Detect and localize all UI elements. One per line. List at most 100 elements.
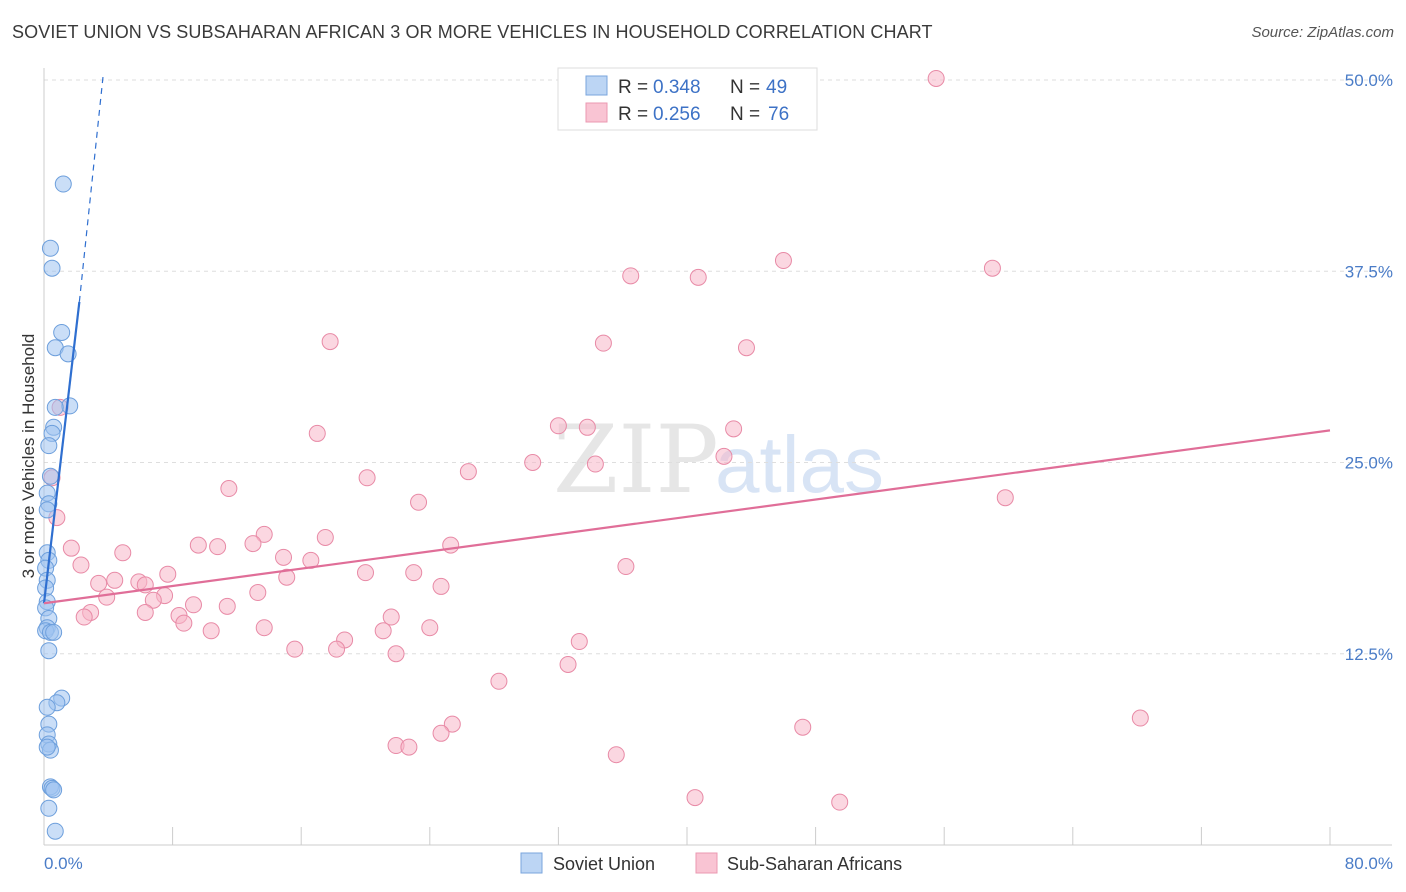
- subsaharan-point: [106, 571, 124, 589]
- subsaharan-point: [144, 591, 162, 609]
- grid-lines: [44, 79, 1392, 655]
- subsaharan-point: [689, 268, 707, 286]
- subsaharan-point: [98, 588, 116, 606]
- subsaharan-point: [421, 619, 439, 637]
- subsaharan-point: [725, 420, 743, 438]
- legend-r-value-subsaharan: 0.256: [653, 104, 701, 125]
- subsaharan-point: [715, 447, 733, 465]
- subsaharan-point: [189, 536, 207, 554]
- subsaharan-trend-line: [43, 429, 1331, 605]
- soviet-point: [41, 239, 59, 257]
- subsaharan-point: [570, 633, 588, 651]
- subsaharan-point: [62, 539, 80, 557]
- subsaharan-point: [357, 564, 374, 582]
- soviet-point: [38, 501, 56, 519]
- subsaharan-point: [159, 565, 177, 583]
- soviet-point: [45, 623, 63, 641]
- subsaharan-point: [358, 469, 376, 487]
- soviet-point: [61, 397, 79, 415]
- source-label: Source: ZipAtlas.com: [1251, 24, 1394, 41]
- subsaharan-point: [90, 574, 108, 592]
- y-axis-label: 3 or more Vehicles in Household: [19, 334, 38, 579]
- subsaharan-point: [255, 619, 273, 637]
- legend-swatch-soviet: [585, 75, 608, 96]
- subsaharan-point: [831, 793, 849, 811]
- subsaharan-point: [114, 544, 132, 562]
- subsaharan-point: [202, 622, 220, 640]
- legend-n-value-subsaharan: 76: [768, 104, 789, 125]
- subsaharan-point: [75, 608, 93, 626]
- subsaharan-point: [1131, 709, 1149, 727]
- subsaharan-point: [459, 463, 477, 481]
- subsaharan-point: [184, 596, 202, 614]
- x-tick-label-max: 80.0%: [1345, 854, 1393, 873]
- trend-lines: [42, 72, 1331, 605]
- subsaharan-point: [136, 603, 154, 621]
- y-tick-label: 12.5%: [1345, 645, 1393, 664]
- subsaharan-point: [549, 417, 567, 435]
- subsaharan-point: [432, 724, 450, 742]
- subsaharan-point: [559, 655, 577, 673]
- soviet-point: [40, 642, 58, 660]
- soviet-point: [40, 437, 58, 455]
- y-tick-label: 25.0%: [1345, 454, 1393, 473]
- subsaharan-point: [996, 489, 1014, 507]
- legend-r-label-subsaharan: R =: [618, 104, 648, 125]
- subsaharan-point: [255, 525, 273, 543]
- subsaharan-point: [218, 597, 236, 615]
- legend-n-value-soviet: 49: [766, 77, 787, 98]
- subsaharan-point: [328, 640, 346, 658]
- soviet-point: [46, 398, 64, 416]
- y-tick-label: 50.0%: [1345, 71, 1393, 90]
- subsaharan-point: [586, 455, 604, 473]
- subsaharan-point: [594, 334, 612, 352]
- soviet-trend-line: [42, 301, 81, 604]
- bottom-legend-label-subsaharan: Sub-Saharan Africans: [727, 854, 902, 874]
- subsaharan-point: [278, 568, 296, 586]
- y-tick-labels: 12.5% 25.0% 37.5% 50.0%: [1345, 71, 1393, 664]
- soviet-trend-extension: [78, 72, 105, 302]
- subsaharan-point: [432, 577, 450, 595]
- subsaharan-point: [405, 564, 423, 582]
- subsaharan-point: [983, 259, 1001, 277]
- series-sub-saharan-points: [43, 69, 1149, 811]
- bottom-legend-label-soviet: Soviet Union: [553, 854, 655, 874]
- subsaharan-point: [617, 558, 635, 576]
- subsaharan-point: [175, 614, 193, 632]
- soviet-point: [40, 799, 58, 817]
- subsaharan-point: [321, 333, 339, 351]
- subsaharan-point: [387, 645, 405, 663]
- legend-n-label-subsaharan: N =: [730, 104, 760, 125]
- subsaharan-point: [72, 556, 90, 574]
- subsaharan-point: [220, 480, 238, 498]
- legend-r-value-soviet: 0.348: [653, 77, 701, 98]
- subsaharan-point: [794, 718, 812, 736]
- subsaharan-point: [774, 252, 792, 270]
- subsaharan-point: [578, 418, 596, 436]
- chart-title: SOVIET UNION VS SUBSAHARAN AFRICAN 3 OR …: [12, 22, 933, 42]
- stats-legend: R = 0.348 N = 49 R = 0.256 N = 76: [557, 67, 818, 131]
- subsaharan-point: [607, 746, 625, 764]
- bottom-legend-swatch-soviet: [520, 852, 543, 874]
- soviet-point: [54, 175, 72, 193]
- subsaharan-point: [443, 715, 461, 733]
- subsaharan-point: [490, 672, 508, 690]
- subsaharan-point: [374, 622, 392, 640]
- subsaharan-point: [622, 267, 640, 285]
- subsaharan-point: [410, 493, 428, 511]
- axes: [43, 68, 1392, 846]
- subsaharan-point: [209, 538, 227, 556]
- subsaharan-point: [286, 640, 304, 658]
- series-soviet-points: [37, 175, 79, 840]
- subsaharan-point: [737, 339, 755, 357]
- legend-r-label-soviet: R =: [618, 77, 648, 98]
- soviet-point: [38, 698, 56, 716]
- subsaharan-point: [382, 608, 400, 626]
- y-tick-label: 37.5%: [1345, 262, 1393, 281]
- bottom-legend-swatch-subsaharan: [695, 852, 718, 874]
- series-legend: Soviet Union Sub-Saharan Africans: [520, 852, 902, 874]
- subsaharan-point: [316, 528, 334, 546]
- subsaharan-point: [275, 548, 293, 566]
- subsaharan-point: [308, 424, 326, 442]
